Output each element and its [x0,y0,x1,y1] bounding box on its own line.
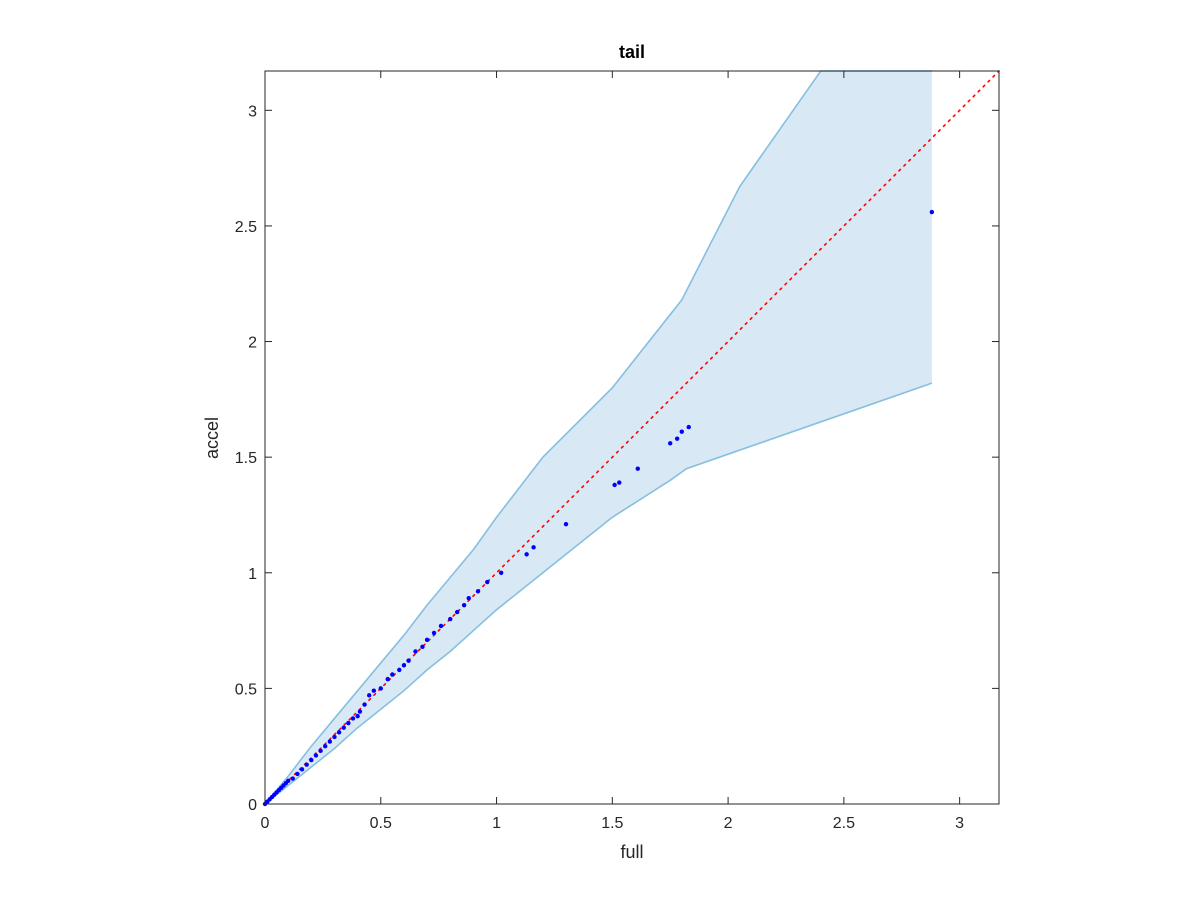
data-point [355,713,360,719]
data-point [448,616,453,622]
data-point [341,725,346,730]
data-point [498,570,504,575]
data-point [461,602,467,608]
x-tick-label: 2 [724,815,733,832]
data-point [674,436,680,441]
data-point [431,630,437,636]
reference-line [264,70,1000,805]
data-point [336,730,342,735]
x-tick-label: 1 [492,815,501,832]
y-tick-label: 2 [248,335,257,352]
data-point [406,658,411,663]
x-axis-ticks: 0 0.5 1 1.5 2 2.5 3 [261,71,964,832]
data-point [424,637,430,643]
y-axis-ticks: 0 0.5 1 1.5 2 2.5 3 [235,103,999,814]
data-point [366,693,372,698]
data-point [332,734,337,740]
band-upper-edge [264,70,932,805]
data-point [295,771,300,777]
plot-frame [264,70,1000,805]
y-tick-label: 0 [248,797,257,814]
y-tick-label: 1 [248,566,257,583]
data-point [454,609,460,615]
data-point [357,709,363,714]
data-point [327,739,333,744]
data-point [531,545,536,550]
x-tick-label: 0.5 [370,815,392,832]
data-point [346,720,351,726]
chart-title: tail [619,42,645,62]
data-point [929,209,935,215]
data-point [466,596,471,601]
y-tick-label: 2.5 [235,219,257,236]
data-point [304,762,309,767]
data-point [350,716,356,721]
data-point [313,753,319,758]
data-point [612,482,617,488]
data-point [397,667,402,673]
reference-diagonal-line [264,70,1000,805]
axes-box [264,70,1000,805]
x-tick-label: 2.5 [833,815,855,832]
data-point [438,623,444,629]
y-axis-label: accel [202,417,222,459]
data-point [290,776,295,781]
band-fill [265,71,932,804]
x-tick-label: 1.5 [601,815,623,832]
data-point [563,522,569,527]
data-point [309,757,314,763]
x-axis-label: full [620,842,643,862]
y-tick-label: 3 [248,103,257,120]
data-point [371,688,377,693]
data-point [475,589,481,594]
confidence-band [264,70,933,805]
data-point [385,676,390,682]
data-point [401,663,407,668]
y-tick-label: 1.5 [235,450,257,467]
data-point [617,480,622,485]
data-point [390,672,395,677]
x-tick-label: 0 [261,815,270,832]
band-lower-edge [264,382,933,805]
data-point [485,579,490,585]
data-point [378,686,383,691]
data-point [299,767,305,772]
data-point [318,748,323,754]
data-point [413,649,418,654]
data-point [668,441,673,446]
data-point [686,424,691,430]
data-points [262,209,935,807]
data-point [362,702,367,707]
data-point [420,644,425,649]
data-point [524,552,529,557]
data-point [679,429,684,434]
data-point [323,743,328,749]
x-tick-label: 3 [955,815,964,832]
y-tick-label: 0.5 [235,681,257,698]
data-point [635,466,640,471]
data-point [285,778,291,784]
